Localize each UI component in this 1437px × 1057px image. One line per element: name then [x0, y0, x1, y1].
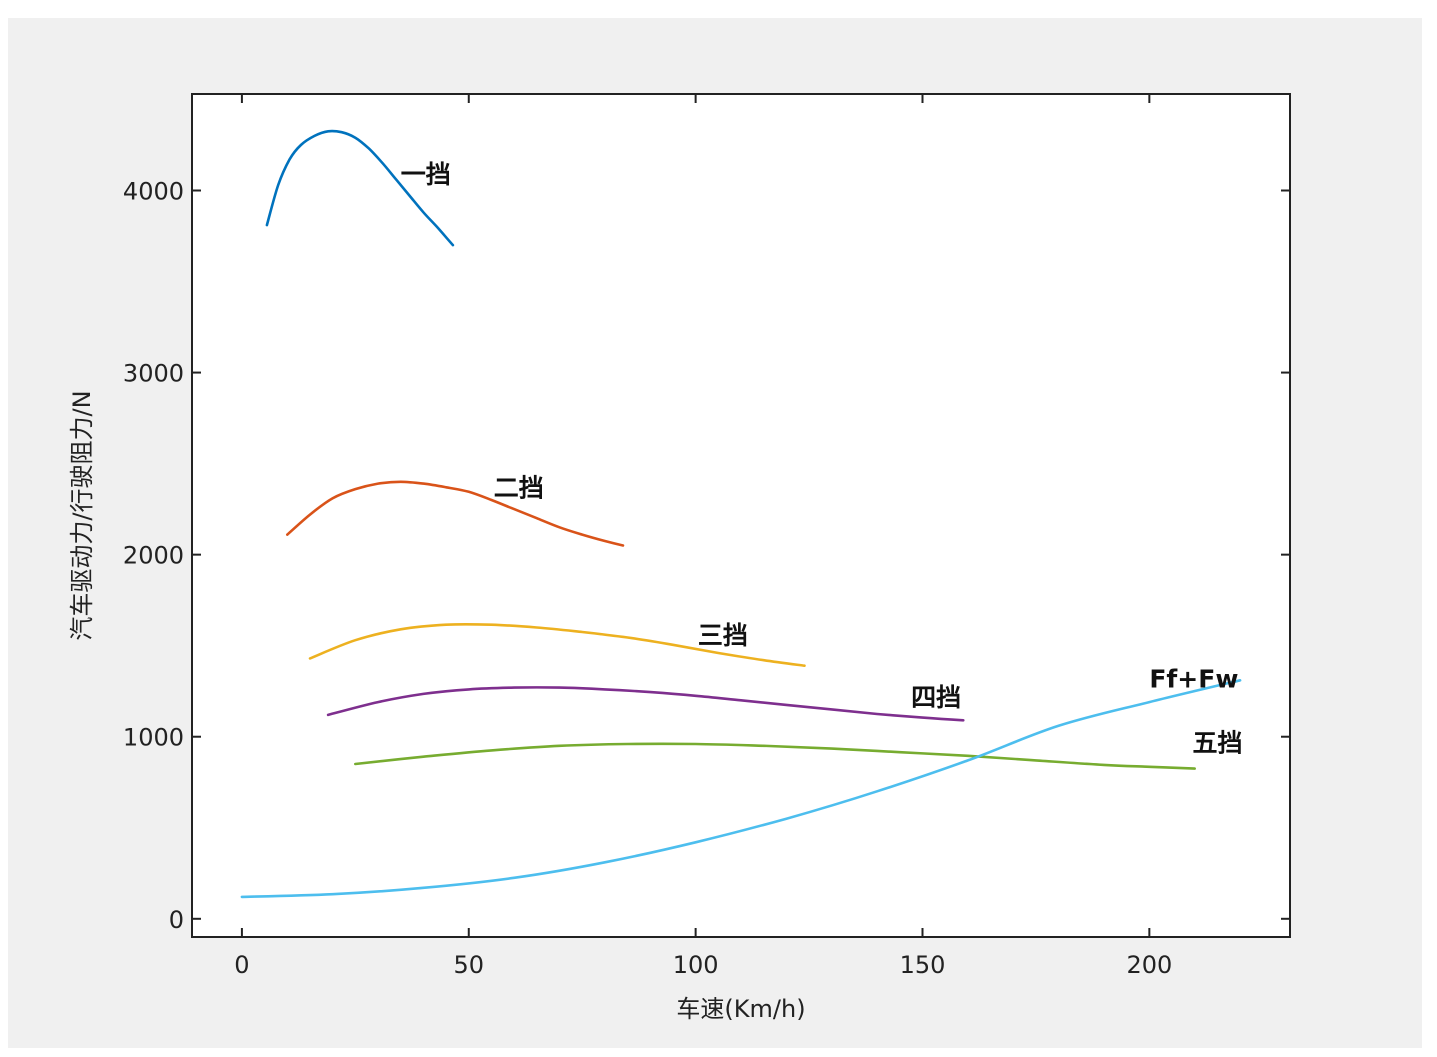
figure-window: 0 50 100 150 200 0 1000 2000 3000 4000 一挡 二挡 三挡 四挡 Ff… [8, 18, 1422, 1048]
series-label-5: 五挡 [1192, 728, 1242, 757]
x-tick-label: 150 [900, 951, 946, 979]
y-tick-label: 0 [169, 906, 184, 934]
x-axis-title: 车速(Km/h) [676, 995, 805, 1023]
series-label-2: 三挡 [698, 621, 748, 650]
series-label-1: 二挡 [494, 473, 544, 502]
series-line-5 [240, 679, 1242, 899]
series-line-2 [308, 622, 806, 667]
series-line-3 [326, 686, 965, 722]
y-tick-label: 2000 [123, 542, 184, 570]
x-tick-label: 50 [453, 951, 484, 979]
series-line-0 [265, 129, 455, 247]
y-tick-label: 1000 [123, 724, 184, 752]
series-lines [240, 129, 1242, 899]
series-label-3: 四挡 [911, 683, 961, 712]
plot-area [191, 93, 1291, 938]
series-line-1 [286, 480, 625, 547]
series-label-0: 一挡 [401, 160, 451, 189]
y-axis-title: 汽车驱动力/行驶阻力/N [68, 390, 96, 640]
x-tick-label: 200 [1126, 951, 1172, 979]
y-tick-label: 3000 [123, 360, 184, 388]
y-tick-label: 4000 [123, 177, 184, 205]
x-tick-label: 0 [234, 951, 249, 979]
series-line-4 [354, 742, 1196, 770]
series-label-4: Ff+Fw [1149, 665, 1238, 694]
x-tick-label: 100 [673, 951, 719, 979]
